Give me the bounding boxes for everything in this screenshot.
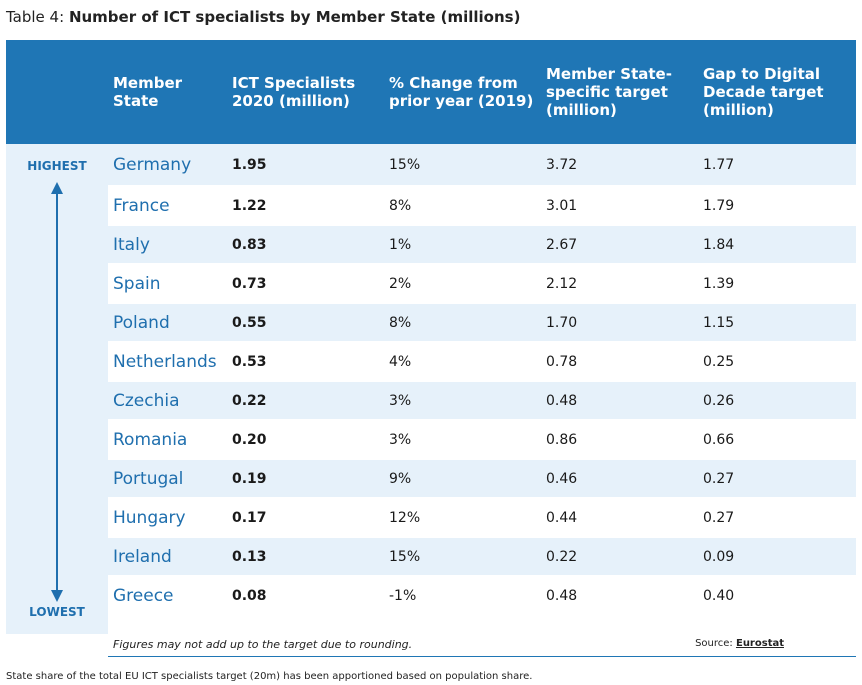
gap-cell: 1.39: [703, 275, 735, 292]
table-row: Spain 0.73 2% 2.12 1.39: [108, 263, 856, 302]
apportionment-note: State share of the total EU ICT speciali…: [6, 671, 533, 682]
percent-change-cell: 3%: [389, 431, 412, 448]
percent-change-cell: 8%: [389, 314, 412, 331]
table-footer: Figures may not add up to the target due…: [108, 634, 856, 657]
gap-cell: 0.25: [703, 353, 735, 370]
percent-change-cell: 4%: [389, 353, 412, 370]
header-ict-specialists: ICT Specialists 2020 (million): [232, 74, 356, 110]
state-target-cell: 0.46: [546, 470, 578, 487]
label-highest: HIGHEST: [27, 159, 87, 173]
table-body: Germany 1.95 15% 3.72 1.77 France 1.22 8% 3.01 1.…: [108, 144, 856, 614]
state-target-cell: 0.22: [546, 548, 578, 565]
table-row: Germany 1.95 15% 3.72 1.77: [108, 144, 856, 185]
gap-cell: 1.15: [703, 314, 735, 331]
gap-cell: 0.27: [703, 509, 735, 526]
table-row: Portugal 0.19 9% 0.46 0.27: [108, 458, 856, 497]
rounding-footnote: Figures may not add up to the target due…: [113, 638, 413, 651]
gap-cell: 0.27: [703, 470, 735, 487]
state-target-cell: 0.48: [546, 392, 578, 409]
ict-specialists-cell: 0.17: [232, 509, 267, 526]
member-state-cell: Greece: [113, 585, 174, 606]
state-target-cell: 2.67: [546, 236, 578, 253]
table-row: Netherlands 0.53 4% 0.78 0.25: [108, 341, 856, 380]
member-state-cell: France: [113, 195, 170, 216]
state-target-cell: 3.01: [546, 197, 578, 214]
table-row: Romania 0.20 3% 0.86 0.66: [108, 419, 856, 458]
percent-change-cell: 12%: [389, 509, 421, 526]
table-row: Greece 0.08 -1% 0.48 0.40: [108, 575, 856, 614]
state-target-cell: 2.12: [546, 275, 578, 292]
header-percent-change: % Change from prior year (2019): [389, 74, 534, 110]
table-row: France 1.22 8% 3.01 1.79: [108, 185, 856, 224]
table-title-main: Number of ICT specialists by Member Stat…: [68, 8, 521, 26]
ict-specialists-cell: 0.20: [232, 431, 267, 448]
percent-change-cell: 1%: [389, 236, 412, 253]
member-state-cell: Hungary: [113, 507, 186, 528]
member-state-cell: Czechia: [113, 390, 180, 411]
table-title-prefix: Table 4:: [6, 8, 69, 26]
member-state-cell: Portugal: [113, 468, 184, 489]
label-lowest: LOWEST: [29, 605, 85, 619]
state-target-cell: 0.44: [546, 509, 578, 526]
member-state-cell: Germany: [113, 154, 192, 175]
ict-specialists-cell: 0.19: [232, 470, 267, 487]
ict-specialists-cell: 0.22: [232, 392, 267, 409]
gap-cell: 1.84: [703, 236, 735, 253]
table-header: Member State ICT Specialists 2020 (milli…: [6, 40, 856, 144]
table-row: Italy 0.83 1% 2.67 1.84: [108, 224, 856, 263]
state-target-cell: 3.72: [546, 156, 578, 173]
percent-change-cell: 2%: [389, 275, 412, 292]
gap-cell: 0.26: [703, 392, 735, 409]
gap-cell: 0.40: [703, 587, 735, 604]
header-member-state: Member State: [113, 74, 183, 110]
ict-specialists-cell: 1.22: [232, 197, 267, 214]
table-row: Czechia 0.22 3% 0.48 0.26: [108, 380, 856, 419]
member-state-cell: Romania: [113, 429, 188, 450]
ict-specialists-cell: 0.83: [232, 236, 267, 253]
table-row: Hungary 0.17 12% 0.44 0.27: [108, 497, 856, 536]
ict-specialists-cell: 0.55: [232, 314, 267, 331]
gap-cell: 1.79: [703, 197, 735, 214]
percent-change-cell: 15%: [389, 156, 421, 173]
gap-cell: 0.09: [703, 548, 735, 565]
member-state-cell: Italy: [113, 234, 150, 255]
ict-specialists-cell: 1.95: [232, 156, 267, 173]
ranking-sidebar: HIGHEST LOWEST: [6, 144, 108, 634]
ict-specialists-cell: 0.13: [232, 548, 267, 565]
member-state-cell: Netherlands: [113, 351, 217, 372]
state-target-cell: 0.86: [546, 431, 578, 448]
member-state-cell: Poland: [113, 312, 170, 333]
percent-change-cell: 15%: [389, 548, 421, 565]
ict-specialists-cell: 0.08: [232, 587, 267, 604]
state-target-cell: 1.70: [546, 314, 578, 331]
gap-cell: 1.77: [703, 156, 735, 173]
percent-change-cell: 9%: [389, 470, 412, 487]
table-row: Ireland 0.13 15% 0.22 0.09: [108, 536, 856, 575]
double-arrow-vertical-icon: [51, 182, 63, 602]
source-link-eurostat[interactable]: Eurostat: [735, 638, 784, 649]
member-state-cell: Ireland: [113, 546, 172, 567]
percent-change-cell: -1%: [389, 587, 417, 604]
ict-specialists-cell: 0.73: [232, 275, 267, 292]
ict-specialists-cell: 0.53: [232, 353, 267, 370]
table-title: Table 4: Number of ICT specialists by Me…: [6, 8, 520, 26]
state-target-cell: 0.48: [546, 587, 578, 604]
table-row: Poland 0.55 8% 1.70 1.15: [108, 302, 856, 341]
source-label: Source:: [695, 638, 736, 649]
gap-cell: 0.66: [703, 431, 735, 448]
header-gap-to-target: Gap to Digital Decade target (million): [703, 65, 824, 119]
source-note: Source: Eurostat: [695, 638, 784, 649]
state-target-cell: 0.78: [546, 353, 578, 370]
percent-change-cell: 8%: [389, 197, 412, 214]
percent-change-cell: 3%: [389, 392, 412, 409]
header-state-target: Member State-specific target (million): [546, 65, 672, 119]
member-state-cell: Spain: [113, 273, 161, 294]
